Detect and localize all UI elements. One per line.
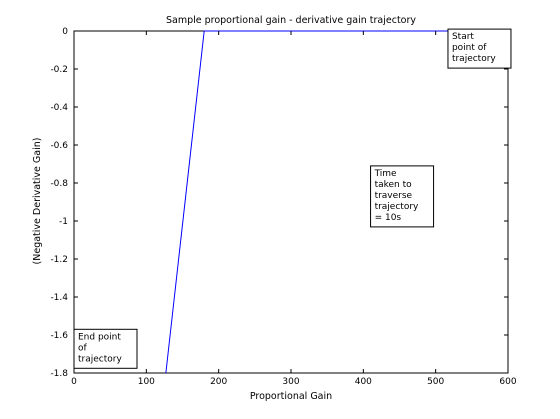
annotation-box-2 bbox=[73, 328, 138, 369]
x-tick-label: 500 bbox=[427, 377, 444, 387]
x-tick-label: 300 bbox=[282, 377, 299, 387]
x-tick-label: 600 bbox=[499, 377, 516, 387]
annotation-box-1 bbox=[370, 165, 435, 228]
y-tick-label: -0.2 bbox=[50, 65, 68, 75]
annotation-text-line: Time bbox=[374, 169, 397, 179]
y-tick-label: 0 bbox=[62, 27, 68, 37]
chart-title: Sample proportional gain - derivative ga… bbox=[166, 15, 416, 26]
x-tick-label: 400 bbox=[355, 377, 372, 387]
x-tick-label: 0 bbox=[71, 377, 77, 387]
series-line-0 bbox=[165, 30, 508, 374]
annotation-text-line: = 10s bbox=[375, 213, 402, 223]
y-tick-label: -0.4 bbox=[50, 103, 68, 113]
x-axis-label: Proportional Gain bbox=[250, 391, 332, 402]
annotation-text-line: End point bbox=[78, 332, 121, 342]
x-tick-label: 200 bbox=[210, 377, 227, 387]
y-tick-label: -1.2 bbox=[50, 255, 68, 265]
annotation-box-0 bbox=[447, 28, 512, 69]
annotation-text-line: point of bbox=[452, 43, 487, 53]
y-tick-label: -1.6 bbox=[50, 331, 68, 341]
annotation-text-line: Start bbox=[452, 32, 474, 42]
y-axis-label: (Negative Derivative Gain) bbox=[32, 138, 43, 265]
annotation-text-line: taken to bbox=[375, 180, 413, 190]
y-tick-label: -0.8 bbox=[50, 179, 68, 189]
annotation-text-line: traverse bbox=[375, 191, 413, 201]
annotation-text-line: trajectory bbox=[375, 202, 419, 212]
annotation-text-line: of bbox=[78, 343, 88, 353]
y-tick-label: -1 bbox=[59, 217, 68, 227]
annotation-text-line: trajectory bbox=[452, 54, 496, 64]
y-tick-label: -0.6 bbox=[50, 141, 68, 151]
y-tick-label: -1.8 bbox=[50, 369, 68, 379]
y-tick-label: -1.4 bbox=[50, 293, 68, 303]
x-tick-label: 100 bbox=[138, 377, 155, 387]
annotation-text-line: trajectory bbox=[78, 354, 122, 364]
